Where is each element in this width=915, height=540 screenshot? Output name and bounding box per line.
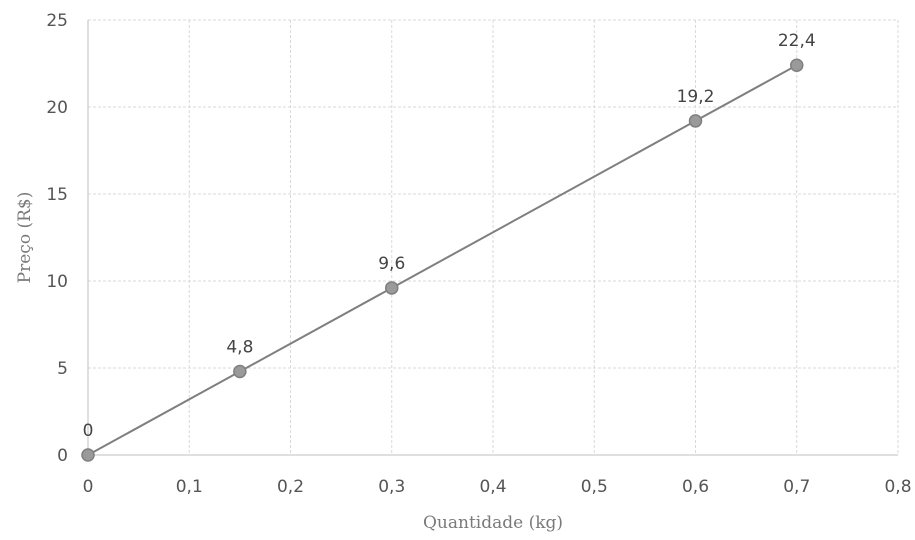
data-label: 4,8 [226,337,253,357]
y-tick-label: 25 [46,11,68,31]
data-label: 19,2 [677,87,715,107]
data-point [385,281,399,295]
data-point [688,114,703,128]
data-point [233,364,247,379]
x-tick-label: 0,4 [479,477,506,497]
x-axis-title: Quantidade (kg) [423,513,563,533]
x-tick-label: 0,8 [884,477,911,497]
data-point [790,58,804,72]
x-tick-label: 0,6 [682,477,709,497]
data-label: 0 [83,421,94,441]
y-tick-label: 20 [46,98,68,118]
x-tick-label: 0,3 [378,477,405,497]
x-tick-label: 0,5 [581,477,608,497]
y-tick-label: 15 [46,185,68,205]
y-tick-labels: 0 5 10 15 20 25 [46,11,68,466]
data-point [81,448,95,462]
y-tick-label: 5 [57,359,68,379]
x-tick-label: 0,1 [176,477,203,497]
data-label: 9,6 [378,254,405,274]
y-axis-title: Preço (R$) [15,192,35,284]
axes [87,20,898,456]
y-tick-label: 0 [57,446,68,466]
x-tick-labels: 0 0,1 0,2 0,3 0,4 0,5 0,6 0,7 0,8 [83,477,912,497]
data-label: 22,4 [778,31,816,51]
x-tick-label: 0,2 [277,477,304,497]
y-tick-label: 10 [46,272,68,292]
x-tick-label: 0,7 [783,477,810,497]
grid [88,19,899,455]
x-tick-label: 0 [83,477,94,497]
data-labels: 0 4,8 9,6 19,2 22,4 [83,31,816,441]
series-group [81,58,804,462]
